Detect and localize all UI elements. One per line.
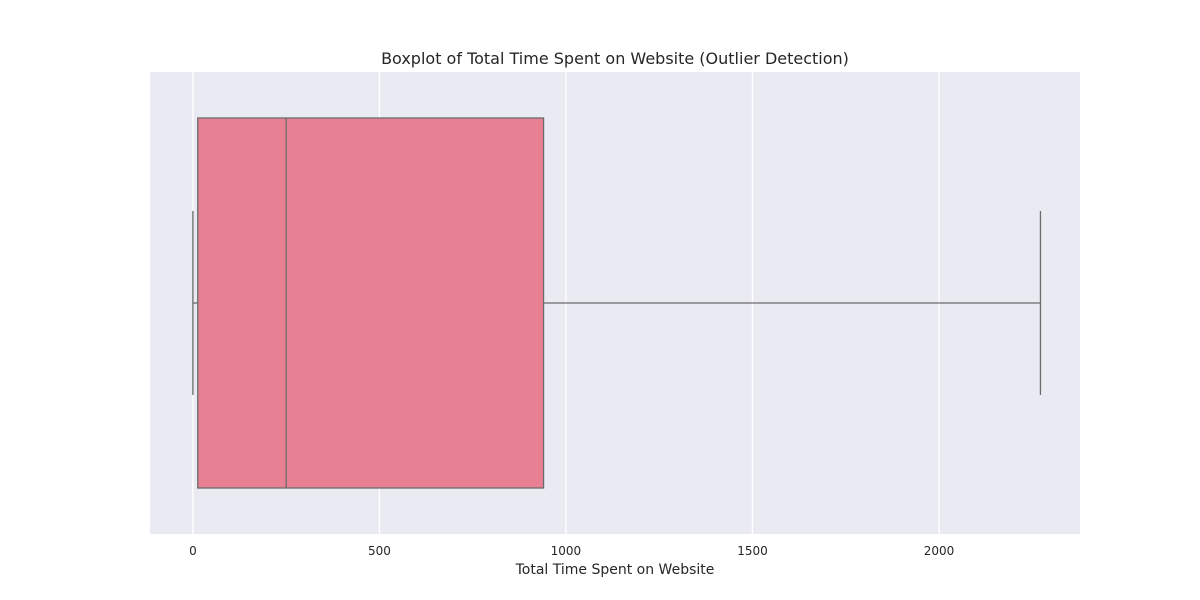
x-tick-label-500: 500 bbox=[368, 544, 391, 558]
x-tick-label-2000: 2000 bbox=[924, 544, 955, 558]
x-axis-ticks: 0 500 1000 1500 2000 bbox=[189, 544, 954, 558]
x-tick-label-1500: 1500 bbox=[737, 544, 768, 558]
box-plot bbox=[192, 117, 1042, 489]
x-tick-label-1000: 1000 bbox=[551, 544, 582, 558]
chart-title: Boxplot of Total Time Spent on Website (… bbox=[381, 49, 849, 68]
x-axis-label: Total Time Spent on Website bbox=[515, 562, 715, 578]
interquartile-box bbox=[197, 117, 545, 489]
x-tick-label-0: 0 bbox=[189, 544, 197, 558]
